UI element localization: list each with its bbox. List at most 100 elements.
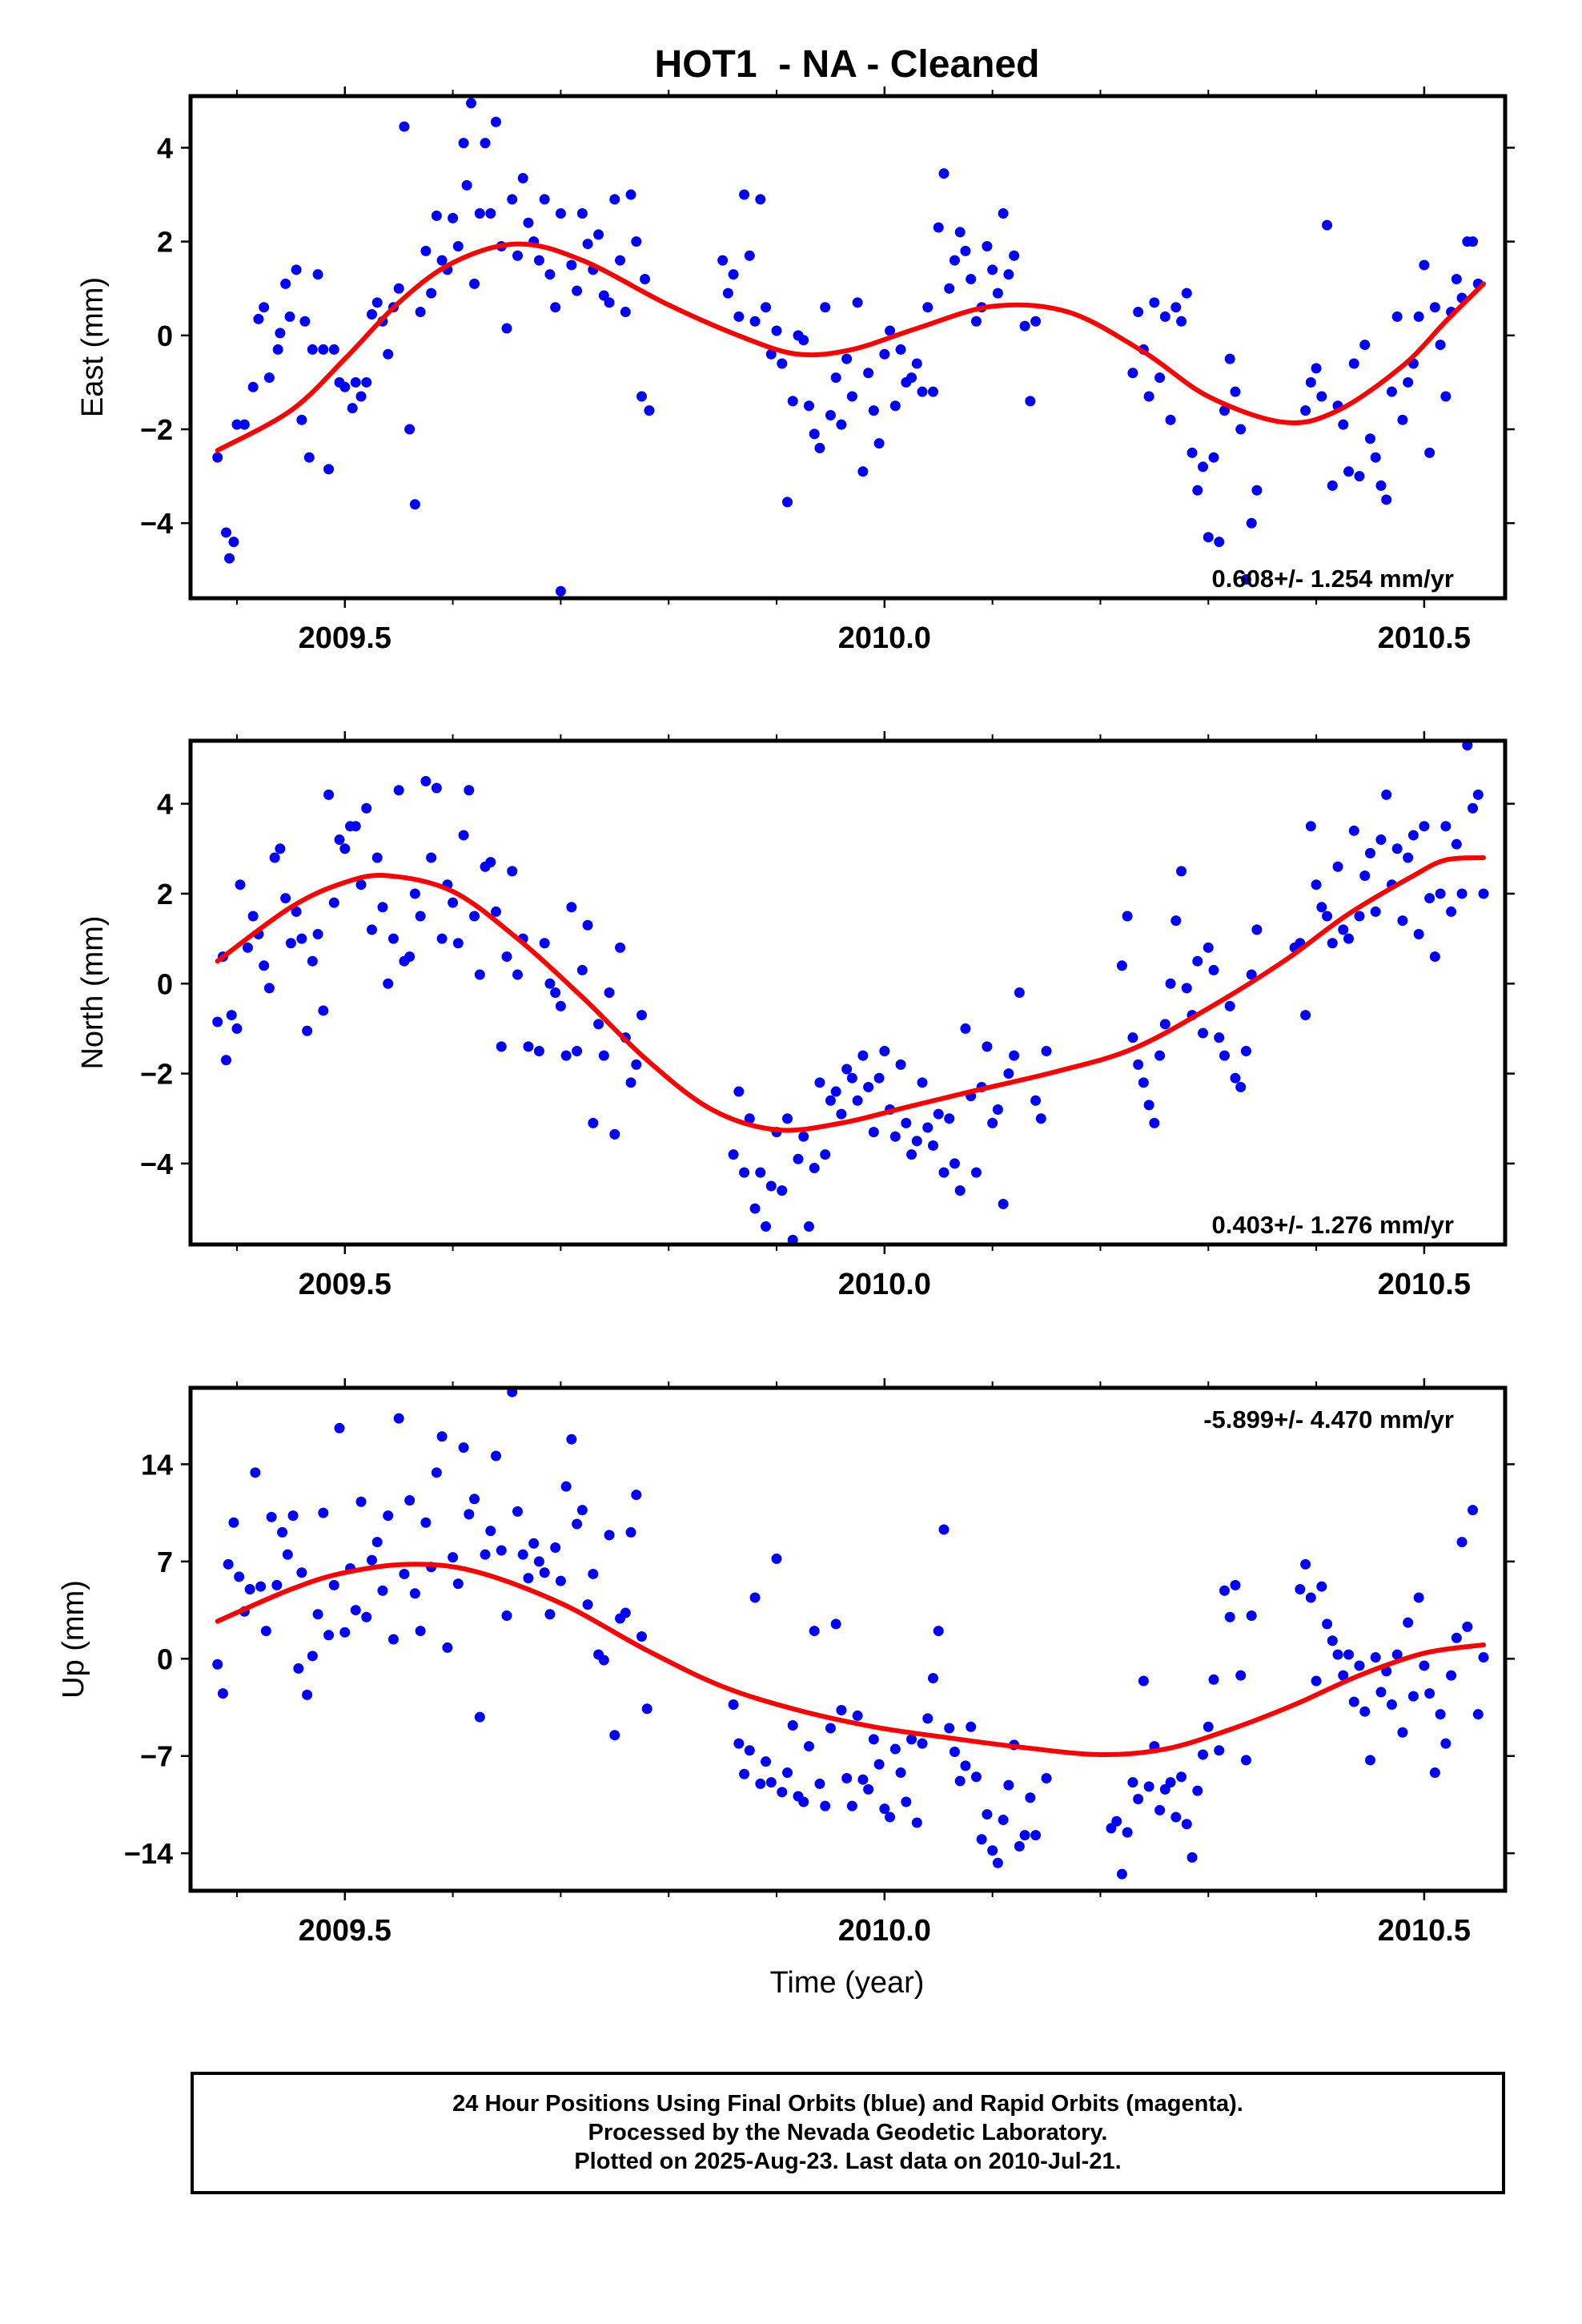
data-point	[593, 1019, 604, 1030]
data-point	[528, 1538, 540, 1549]
data-point	[631, 236, 642, 247]
data-point	[717, 255, 729, 266]
data-point	[280, 893, 291, 904]
data-point	[393, 785, 404, 796]
data-point	[285, 938, 296, 949]
data-point	[312, 1609, 323, 1620]
data-point	[566, 1433, 577, 1445]
data-point	[1176, 1771, 1187, 1783]
data-point	[1391, 843, 1403, 854]
data-point	[582, 239, 593, 250]
data-point	[761, 1756, 772, 1767]
data-point	[1235, 1670, 1247, 1681]
data-point	[387, 1634, 399, 1645]
data-point	[825, 409, 836, 420]
data-point	[1219, 405, 1230, 416]
data-point	[1235, 1081, 1247, 1092]
data-point	[1478, 888, 1489, 899]
data-point	[1019, 320, 1030, 332]
data-point	[452, 1578, 464, 1590]
data-point	[491, 116, 502, 127]
data-point	[350, 1605, 361, 1616]
data-point	[1462, 741, 1473, 751]
data-point	[1240, 1755, 1251, 1766]
data-point	[771, 1553, 782, 1564]
data-point	[383, 348, 394, 360]
data-point	[576, 1505, 588, 1516]
data-point	[1375, 1687, 1387, 1698]
data-point	[1462, 1621, 1473, 1632]
data-point	[992, 1104, 1003, 1116]
data-point	[1235, 424, 1247, 435]
data-point	[458, 830, 469, 841]
data-point	[1332, 1649, 1343, 1660]
data-point	[846, 1800, 857, 1811]
data-point	[226, 1010, 237, 1021]
data-point	[491, 906, 502, 917]
data-point	[250, 1467, 261, 1478]
data-point	[1381, 789, 1392, 800]
data-point	[582, 1599, 593, 1610]
data-point	[765, 348, 777, 360]
data-point	[889, 1131, 901, 1142]
y-tick-label: 0	[157, 967, 173, 1000]
data-point	[409, 499, 420, 510]
data-point	[224, 553, 235, 564]
fit-curve	[215, 241, 1487, 453]
data-point	[970, 316, 982, 327]
data-point	[469, 1494, 480, 1505]
data-point	[485, 857, 496, 868]
data-point	[1446, 906, 1457, 917]
data-point	[625, 1526, 636, 1538]
data-point	[863, 1783, 874, 1795]
data-point	[998, 207, 1009, 219]
data-point	[631, 1490, 642, 1501]
data-point	[544, 1609, 556, 1620]
data-point	[323, 789, 335, 800]
data-point	[347, 403, 358, 414]
data-point	[464, 785, 475, 796]
data-point	[830, 372, 841, 384]
data-point	[377, 1585, 388, 1596]
data-point	[636, 391, 648, 402]
data-point	[901, 1796, 912, 1807]
data-point	[803, 1741, 814, 1752]
data-point	[1478, 1652, 1489, 1663]
data-point	[857, 466, 869, 477]
plot-area	[212, 98, 1487, 597]
data-point	[873, 1759, 885, 1770]
y-tick-label: −2	[140, 413, 173, 446]
data-point	[1149, 297, 1160, 308]
data-point	[228, 537, 239, 548]
data-point	[868, 1734, 879, 1745]
data-point	[228, 1517, 239, 1528]
data-point	[1019, 1830, 1030, 1841]
data-point	[970, 1167, 982, 1178]
data-point	[1435, 1709, 1446, 1720]
data-point	[1214, 1032, 1225, 1043]
panel-up: 2009.5 2010.0 2010.5 −14 −7 0 7 14 Up (mm) -5.899…	[57, 1378, 1515, 1948]
data-point	[299, 316, 311, 327]
data-point	[339, 843, 351, 854]
data-point	[1305, 376, 1316, 388]
data-point	[277, 1526, 288, 1538]
data-point	[895, 344, 906, 355]
data-point	[1440, 1738, 1452, 1749]
data-point	[777, 1787, 788, 1798]
data-point	[1322, 911, 1333, 922]
data-point	[339, 381, 351, 392]
data-point	[466, 98, 477, 109]
data-point	[836, 419, 847, 430]
data-point	[501, 951, 512, 963]
data-point	[873, 1072, 885, 1084]
data-point	[1338, 419, 1349, 430]
data-point	[873, 438, 885, 449]
y-axis-label: East (mm)	[76, 277, 110, 417]
data-point	[609, 1128, 620, 1140]
data-point	[1198, 461, 1209, 472]
plot-area	[212, 1388, 1489, 1880]
data-point	[404, 424, 416, 435]
x-tick-label: 2010.5	[1378, 1268, 1471, 1301]
data-point	[728, 1149, 739, 1160]
data-point	[777, 1185, 788, 1196]
